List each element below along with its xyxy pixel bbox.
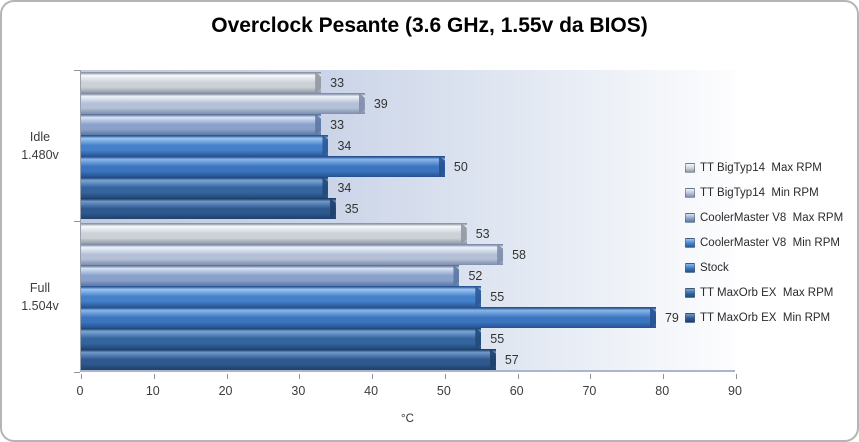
bar-coolermaster-v8-min-rpm-idle <box>81 135 329 156</box>
legend-label: CoolerMaster V8 Max RPM <box>700 211 844 224</box>
x-tick-mark <box>226 374 228 379</box>
legend-label: TT BigTyp14 Min RPM <box>700 186 819 199</box>
bar-coolermaster-v8-max-rpm-full <box>81 265 460 286</box>
x-tick-label: 30 <box>291 384 306 398</box>
bar-value-label: 79 <box>664 310 679 325</box>
x-tick-mark <box>153 374 155 379</box>
legend-marker-icon <box>685 212 695 223</box>
legend-item-tt-maxorb-ex-max-rpm: TT MaxOrb EX Max RPM <box>685 280 843 305</box>
x-tick-mark <box>444 374 446 379</box>
x-tick-mark <box>517 374 519 379</box>
legend-marker-icon <box>685 187 695 198</box>
bar-value-label: 50 <box>453 159 468 174</box>
bar-coolermaster-v8-max-rpm-idle <box>81 114 322 135</box>
legend-item-tt-bigtyp14-max-rpm: TT BigTyp14 Max RPM <box>685 155 843 180</box>
x-tick-mark <box>663 374 665 379</box>
legend-item-tt-bigtyp14-min-rpm: TT BigTyp14 Min RPM <box>685 180 843 205</box>
bar-value-label: 55 <box>490 289 505 304</box>
legend-marker-icon <box>685 237 695 248</box>
bar-stock-full <box>81 307 656 328</box>
legend-marker-icon <box>685 287 695 298</box>
x-tick-label: 80 <box>655 384 670 398</box>
x-tick-label: 40 <box>364 384 379 398</box>
x-tick-label: 0 <box>76 384 84 398</box>
plot-area: 33 39 33 34 50 34 35 53 58 52 55 79 55 57 <box>80 70 737 379</box>
x-tick-mark <box>372 374 374 379</box>
category-label-line1: Full <box>29 280 51 295</box>
x-tick-label: 60 <box>509 384 524 398</box>
x-tick-label: 20 <box>218 384 233 398</box>
legend-item-tt-maxorb-ex-min-rpm: TT MaxOrb EX Min RPM <box>685 305 843 330</box>
x-axis-label: °C <box>401 413 414 425</box>
x-tick-label: 10 <box>145 384 160 398</box>
chart-title: Overclock Pesante (3.6 GHz, 1.55v da BIO… <box>211 14 648 37</box>
legend-item-stock: Stock <box>685 255 843 280</box>
legend-marker-icon <box>685 162 695 173</box>
legend-label: TT MaxOrb EX Min RPM <box>700 311 831 324</box>
legend-label: TT MaxOrb EX Max RPM <box>700 286 834 299</box>
category-label-line2: 1.504v <box>21 298 59 313</box>
x-tick-mark <box>81 374 82 379</box>
bar-value-label: 52 <box>468 268 483 283</box>
x-tick-label: 90 <box>728 384 742 398</box>
x-tick-label: 70 <box>582 384 597 398</box>
bar-tt-bigtyp14-min-rpm-idle <box>81 93 365 114</box>
category-label-line1: Idle <box>29 129 51 144</box>
bar-tt-maxorb-ex-min-rpm-idle <box>81 198 336 219</box>
bar-tt-bigtyp14-max-rpm-idle <box>81 72 322 93</box>
x-tick-mark <box>299 374 301 379</box>
legend-marker-icon <box>685 312 695 323</box>
bar-value-label: 53 <box>475 226 490 241</box>
category-label-full: Full 1.504v <box>4 279 76 315</box>
bar-value-label: 58 <box>512 247 527 262</box>
legend-item-coolermaster-v8-max-rpm: CoolerMaster V8 Max RPM <box>685 205 843 230</box>
bar-value-label: 33 <box>330 117 345 132</box>
bar-value-label: 57 <box>504 352 519 367</box>
legend: TT BigTyp14 Max RPM TT BigTyp14 Min RPM Co… <box>685 155 843 330</box>
category-label-line2: 1.480v <box>21 147 59 162</box>
bar-coolermaster-v8-min-rpm-full <box>81 286 482 307</box>
x-tick-label: 50 <box>436 384 451 398</box>
bar-value-label: 39 <box>373 96 388 111</box>
bar-tt-bigtyp14-min-rpm-full <box>81 244 504 265</box>
legend-item-coolermaster-v8-min-rpm: CoolerMaster V8 Min RPM <box>685 230 843 255</box>
bar-tt-maxorb-ex-max-rpm-idle <box>81 177 329 198</box>
legend-label: TT BigTyp14 Max RPM <box>700 161 822 174</box>
category-label-idle: Idle 1.480v <box>4 128 76 164</box>
bar-tt-bigtyp14-max-rpm-full <box>81 223 467 244</box>
y-tick-mark <box>74 372 80 373</box>
x-tick-mark <box>736 374 737 379</box>
y-tick-mark <box>74 70 80 71</box>
y-tick-mark <box>74 221 80 222</box>
x-tick-mark <box>590 374 592 379</box>
legend-label: Stock <box>700 261 729 274</box>
bar-tt-maxorb-ex-min-rpm-full <box>81 349 496 370</box>
bar-value-label: 55 <box>490 331 505 346</box>
bar-stock-idle <box>81 156 445 177</box>
bar-value-label: 35 <box>344 201 359 216</box>
bar-value-label: 34 <box>337 180 352 195</box>
bar-value-label: 33 <box>330 75 345 90</box>
bar-tt-maxorb-ex-max-rpm-full <box>81 328 482 349</box>
legend-marker-icon <box>685 262 695 273</box>
legend-label: CoolerMaster V8 Min RPM <box>700 236 840 249</box>
bar-value-label: 34 <box>337 138 352 153</box>
